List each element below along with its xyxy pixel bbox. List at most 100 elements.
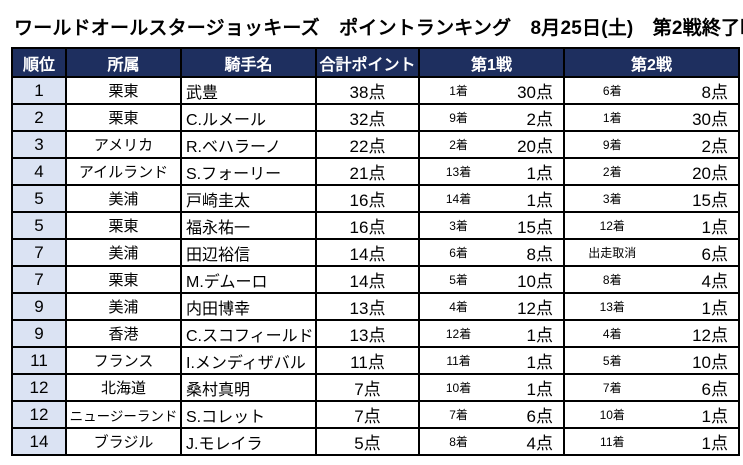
- race1-cell: 9着 2点: [418, 103, 565, 132]
- rank-cell: 4: [11, 157, 67, 186]
- rank-cell: 11: [11, 346, 67, 375]
- table-row: 2 栗東 C.ルメール 32点 9着 2点 1着 30点: [11, 103, 740, 132]
- table-row: 12 ニュージーランド S.コレット 7点 7着 6点 10着 1点: [11, 400, 740, 429]
- table-row: 9 香港 C.スコフィールド 13点 12着 1点 4着 12点: [11, 319, 740, 348]
- race1-finish-position: 10着: [445, 381, 472, 395]
- race1-finish-position: 3着: [449, 219, 468, 233]
- total-points-cell: 16点: [315, 211, 420, 240]
- race2-points: 6点: [701, 245, 728, 264]
- race1-finish-position: 13着: [445, 165, 472, 179]
- header-row: 順位 所属 騎手名 合計ポイント 第1戦 第2戦: [11, 47, 740, 78]
- race2-cell: 7着 6点: [563, 373, 740, 402]
- race1-finish-position: 8着: [449, 435, 468, 449]
- race2-finish-position: 11着: [600, 435, 625, 449]
- race1-points: 8点: [526, 245, 553, 264]
- race1-finish-position: 7着: [449, 408, 468, 422]
- race2-finish-position: 出走取消: [588, 246, 637, 260]
- race2-finish-position: 10着: [599, 408, 625, 422]
- affiliation-cell: ブラジル: [65, 427, 182, 456]
- rank-cell: 2: [11, 103, 67, 132]
- total-points-cell: 7点: [315, 373, 420, 402]
- race2-cell: 2着 20点: [563, 157, 740, 186]
- race2-points: 15点: [692, 191, 728, 210]
- rank-cell: 9: [11, 292, 67, 321]
- race2-result: 4着 12点: [566, 322, 737, 345]
- header-total-points: 合計ポイント: [315, 47, 420, 78]
- race1-points: 30点: [517, 83, 553, 102]
- rank-cell: 7: [11, 265, 67, 294]
- header-race1: 第1戦: [418, 47, 565, 78]
- race1-result: 5着 10点: [421, 268, 562, 291]
- race2-cell: 出走取消 6点: [563, 238, 740, 267]
- affiliation-cell: 美浦: [65, 184, 182, 213]
- race1-finish-position: 14着: [445, 192, 472, 206]
- total-points-cell: 16点: [315, 184, 420, 213]
- race2-finish-position: 3着: [602, 192, 622, 206]
- total-points-cell: 21点: [315, 157, 420, 186]
- affiliation-cell: 美浦: [65, 292, 182, 321]
- table-row: 3 アメリカ R.ベハラーノ 22点 2着 20点 9着 2点: [11, 130, 740, 159]
- race2-points: 10点: [692, 353, 728, 372]
- race1-points: 4点: [526, 434, 553, 453]
- race1-points: 2点: [526, 110, 553, 129]
- race2-points: 1点: [701, 434, 728, 453]
- race2-cell: 5着 10点: [563, 346, 740, 375]
- race2-cell: 11着 1点: [563, 427, 740, 456]
- race2-finish-position: 9着: [602, 138, 622, 152]
- race2-result: 10着 1点: [566, 403, 737, 426]
- race2-result: 8着 4点: [566, 268, 737, 291]
- race1-result: 1着 30点: [421, 79, 562, 102]
- race1-points: 1点: [526, 353, 553, 372]
- affiliation-cell: アイルランド: [65, 157, 182, 186]
- total-points-cell: 13点: [315, 292, 420, 321]
- table-row: 5 栗東 福永祐一 16点 3着 15点 12着 1点: [11, 211, 740, 240]
- race2-cell: 6着 8点: [563, 76, 740, 105]
- race1-finish-position: 5着: [449, 273, 468, 287]
- table-row: 5 美浦 戸崎圭太 16点 14着 1点 3着 15点: [11, 184, 740, 213]
- jockey-name-cell: C.ルメール: [180, 103, 317, 132]
- race1-finish-position: 11着: [446, 354, 471, 368]
- race1-result: 3着 15点: [421, 214, 562, 237]
- race1-cell: 4着 12点: [418, 292, 565, 321]
- race2-points: 4点: [701, 272, 728, 291]
- race1-result: 4着 12点: [421, 295, 562, 318]
- race2-cell: 12着 1点: [563, 211, 740, 240]
- total-points-cell: 14点: [315, 238, 420, 267]
- race2-finish-position: 12着: [599, 219, 625, 233]
- race1-points: 10点: [517, 272, 553, 291]
- race1-cell: 7着 6点: [418, 400, 565, 429]
- rank-cell: 3: [11, 130, 67, 159]
- jockey-name-cell: M.デムーロ: [180, 265, 317, 294]
- table-row: 14 ブラジル J.モレイラ 5点 8着 4点 11着 1点: [11, 427, 740, 456]
- jockey-name-cell: I.メンディザバル: [180, 346, 317, 375]
- table-row: 7 美浦 田辺裕信 14点 6着 8点 出走取消 6点: [11, 238, 740, 267]
- affiliation-cell: 栗東: [65, 211, 182, 240]
- race2-points: 1点: [701, 218, 728, 237]
- race2-result: 出走取消 6点: [566, 241, 737, 264]
- rank-cell: 14: [11, 427, 67, 456]
- race2-result: 13着 1点: [566, 295, 737, 318]
- affiliation-cell: 栗東: [65, 76, 182, 105]
- race1-result: 7着 6点: [421, 403, 562, 426]
- affiliation-cell: 香港: [65, 319, 182, 348]
- race1-cell: 13着 1点: [418, 157, 565, 186]
- affiliation-cell: 栗東: [65, 265, 182, 294]
- race2-result: 11着 1点: [566, 430, 737, 453]
- affiliation-cell: ニュージーランド: [65, 400, 182, 429]
- race1-cell: 5着 10点: [418, 265, 565, 294]
- race2-cell: 4着 12点: [563, 319, 740, 348]
- page-title: ワールドオールスタージョッキーズ ポイントランキング 8月25日(土) 第2戦終…: [14, 18, 743, 39]
- table-row: 11 フランス I.メンディザバル 11点 11着 1点 5着 10点: [11, 346, 740, 375]
- race2-finish-position: 2着: [602, 165, 622, 179]
- rank-cell: 12: [11, 400, 67, 429]
- table-row: 7 栗東 M.デムーロ 14点 5着 10点 8着 4点: [11, 265, 740, 294]
- jockey-name-cell: 福永祐一: [180, 211, 317, 240]
- header-jockey-name: 騎手名: [180, 47, 317, 78]
- race2-result: 7着 6点: [566, 376, 737, 399]
- race2-points: 1点: [701, 299, 728, 318]
- race2-points: 30点: [692, 110, 728, 129]
- race1-finish-position: 6着: [449, 246, 468, 260]
- race1-cell: 10着 1点: [418, 373, 565, 402]
- race2-result: 6着 8点: [566, 79, 737, 102]
